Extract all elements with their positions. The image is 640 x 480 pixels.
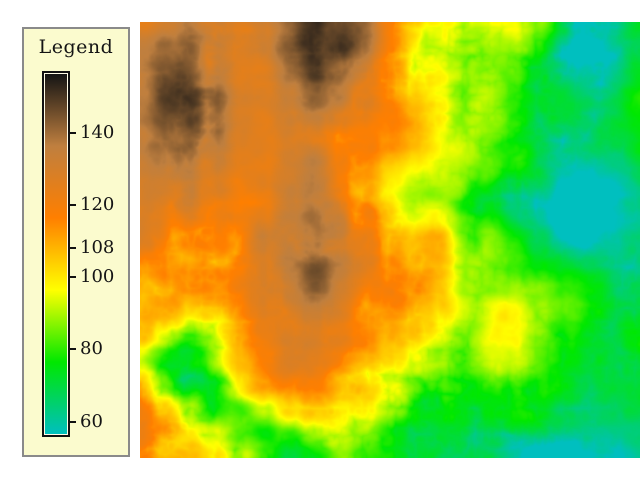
legend-tick-label: 80: [80, 338, 103, 360]
legend-panel: Legend 140 120 108 100 80 60: [22, 27, 130, 457]
legend-tick: [70, 131, 76, 134]
legend-tick: [70, 203, 76, 206]
legend-tick-label: 108: [80, 237, 115, 259]
legend-tick-label: 120: [80, 193, 115, 215]
legend-tick: [70, 420, 76, 423]
legend-title: Legend: [38, 36, 114, 58]
legend-tick-label: 100: [80, 266, 115, 288]
legend-tick-label: 140: [80, 121, 115, 143]
legend-tick: [70, 247, 76, 250]
legend-tick-label: 60: [80, 410, 103, 432]
legend-colorbar-frame: [42, 71, 70, 437]
elevation-map-raster[interactable]: [140, 22, 640, 458]
legend-tick: [70, 348, 76, 351]
legend-colorbar-gradient: [45, 74, 67, 434]
legend-tick: [70, 276, 76, 279]
